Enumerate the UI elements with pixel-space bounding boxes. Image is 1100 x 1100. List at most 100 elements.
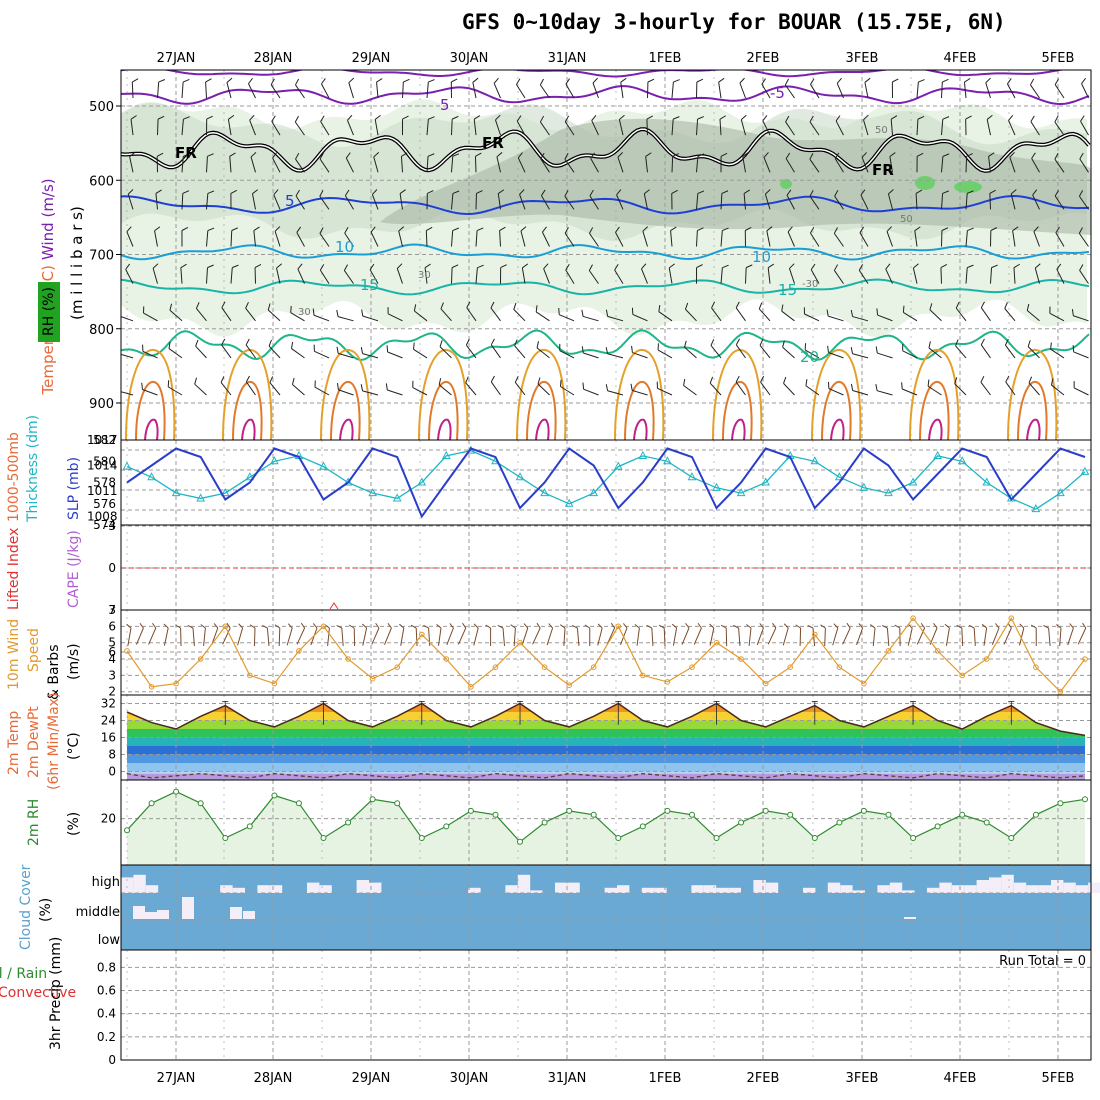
wind-barb: [785, 152, 795, 173]
wind-barb: [320, 115, 330, 136]
wind-barb: [245, 375, 256, 396]
wind10-barb: [457, 622, 467, 645]
contour-30: [722, 380, 753, 440]
wind-barb: [965, 227, 974, 247]
contour-25: [418, 349, 469, 440]
wind-barb: [127, 189, 134, 210]
wind-barb: [465, 338, 477, 359]
wind-barb: [1049, 306, 1065, 322]
contour-25: [222, 349, 273, 440]
wind10-barb: [968, 624, 976, 646]
wind10-barb: [1077, 622, 1087, 645]
thickness-point: [761, 477, 771, 486]
contour-35: [731, 418, 746, 440]
wind10-point: [419, 631, 425, 638]
cloud-mid-bar: [157, 910, 169, 919]
wind-barb: [344, 227, 354, 247]
wind-barb: [784, 78, 795, 99]
wind-barb: [369, 263, 379, 284]
wind-barb: [581, 346, 599, 359]
wind-barb: [230, 264, 239, 284]
wind-barb: [229, 152, 236, 173]
wind-barb: [1071, 309, 1089, 322]
wind-barb: [472, 77, 479, 99]
wind-barb: [451, 115, 459, 136]
wind-barb: [450, 78, 458, 99]
wind-barb: [220, 376, 232, 396]
wind-barb: [850, 309, 869, 322]
cloud-high-bar: [604, 887, 617, 893]
wind-barb: [402, 115, 409, 136]
contour-label: 5: [285, 192, 295, 210]
wind-barb: [592, 77, 599, 99]
wind10-barb: [237, 623, 244, 646]
wind-barb: [614, 264, 624, 284]
wind10-tick: 6: [108, 619, 116, 633]
wind-barb: [564, 115, 575, 136]
wind-barb: [696, 116, 704, 136]
run-total: Run Total = 0: [999, 954, 1086, 969]
wind-barb: [641, 263, 648, 284]
cloud-high-bar: [1038, 885, 1051, 893]
wind-barb: [221, 338, 232, 359]
wind-barb: [850, 383, 869, 396]
wind-barb: [541, 226, 550, 247]
wind-barb: [941, 153, 950, 173]
wind-barb: [181, 153, 190, 173]
wind-barb: [858, 264, 869, 284]
wind-barb: [230, 189, 238, 210]
contour-30: [330, 380, 361, 440]
wind-barb: [850, 347, 869, 359]
wind-barb: [671, 153, 679, 173]
wind10-barb: [584, 624, 591, 647]
wind-barb: [876, 308, 893, 322]
wind-barb: [1005, 375, 1016, 396]
lifted-label: Lifted Index: [6, 528, 22, 610]
thickness-tick: 582: [93, 433, 116, 447]
wind10-barb: [1030, 624, 1037, 647]
wind-barb: [564, 227, 575, 247]
date-label-top: 4FEB: [944, 51, 977, 66]
contour-35: [437, 418, 452, 440]
wind10-barb: [646, 624, 654, 646]
contour-35: [144, 418, 159, 440]
wind-barb: [226, 77, 233, 99]
wind-barb: [248, 77, 256, 99]
wind-barb: [809, 190, 820, 210]
rh2m-point: [860, 807, 867, 814]
cloud-panel: high middle low: [76, 865, 1100, 950]
wind10-barb: [767, 622, 777, 645]
wind10-point: [566, 682, 573, 689]
wind-barb: [620, 77, 627, 99]
temp2m-units: (°C): [66, 732, 82, 760]
wind-barb: [493, 77, 501, 99]
contour-30: [526, 380, 557, 440]
wind10-barb: [473, 623, 479, 646]
wind-barb: [514, 376, 526, 396]
wind10-barb: [1055, 624, 1062, 646]
wind10-point: [197, 656, 204, 662]
wind-barb: [361, 309, 379, 322]
wind10-point: [468, 684, 474, 690]
contour-label: 10: [752, 248, 771, 266]
thickness-point: [122, 461, 132, 470]
cloud-high-bar: [1088, 882, 1100, 893]
date-label-top: 3FEB: [846, 51, 879, 66]
wind10-point: [615, 623, 622, 630]
wind-barb: [321, 78, 330, 99]
rh2m-point: [222, 835, 229, 841]
wind-barb: [312, 308, 330, 322]
wind10-barb: [856, 623, 864, 646]
rh2m-point: [197, 800, 204, 807]
contour-label: 10: [335, 238, 354, 256]
wind-barb: [630, 383, 648, 396]
wind-barb: [385, 383, 403, 396]
wind-barb: [360, 384, 379, 396]
wind-barb: [1081, 77, 1089, 99]
wind-barb: [833, 264, 844, 284]
lifted-tick: -3: [104, 519, 116, 533]
wind-barb: [426, 79, 435, 99]
wind10-line: [126, 616, 1086, 693]
contour-25: [516, 349, 567, 440]
lifted-spike: [329, 602, 339, 610]
